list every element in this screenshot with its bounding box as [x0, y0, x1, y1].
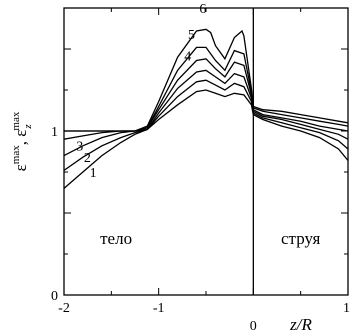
y-label-sup-z: max: [10, 111, 22, 130]
series-label-3: 3: [76, 140, 83, 155]
series-line-3: [64, 69, 348, 157]
region-label: струя: [281, 229, 321, 248]
x-tick-label: 1: [343, 301, 350, 316]
y-label-eps: ε: [11, 164, 30, 171]
series-line-6: [64, 28, 348, 132]
x-tick-label: -1: [153, 301, 165, 316]
y-label-sup: max: [10, 145, 22, 164]
x-tick-label: -2: [58, 301, 70, 316]
y-tick-label: 1: [51, 125, 58, 140]
y-label-sub-z: z: [22, 124, 34, 130]
series-label-2: 2: [84, 151, 91, 166]
region-label: тело: [100, 229, 132, 248]
curves-group: [64, 28, 348, 189]
x-tick-label: 0: [250, 319, 257, 334]
series-line-5: [64, 46, 348, 132]
x-axis-label: z/R: [289, 315, 312, 334]
axes-group: -2 -1 0 1 0 1: [51, 7, 350, 334]
y-axis-label: εmax, εmaxz: [10, 111, 34, 171]
series-line-2: [64, 79, 348, 171]
y-tick-label: 0: [51, 289, 58, 304]
series-line-1: [64, 89, 348, 189]
series-label-4: 4: [184, 50, 191, 65]
plot-frame: [63, 7, 349, 296]
y-label-sep: ,: [11, 137, 30, 146]
y-label-eps-z: ε: [11, 130, 30, 137]
series-label-6: 6: [199, 2, 206, 17]
series-label-5: 5: [188, 28, 195, 43]
series-label-1: 1: [90, 166, 97, 181]
